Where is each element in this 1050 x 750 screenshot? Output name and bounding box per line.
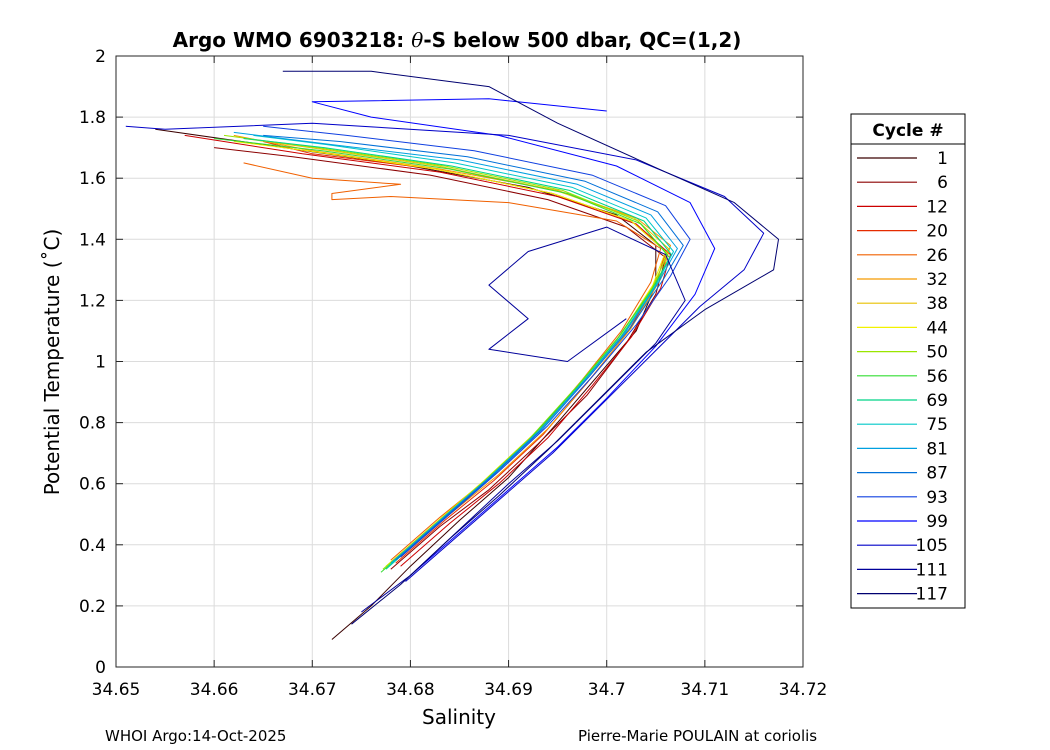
legend-label-cycle-50: 50	[926, 343, 948, 363]
legend-label-cycle-56: 56	[926, 367, 948, 387]
legend-label-cycle-75: 75	[926, 415, 948, 435]
y-tick-label: 0	[95, 658, 106, 678]
y-tick-label: 0.2	[79, 597, 106, 617]
x-tick-label: 34.7	[588, 680, 626, 700]
chart-title-suffix: -S below 500 dbar, QC=(1,2)	[423, 28, 741, 52]
footer-right: Pierre-Marie POULAIN at coriolis	[578, 727, 817, 745]
legend-label-cycle-117: 117	[916, 585, 948, 605]
y-tick-label: 1.4	[79, 230, 106, 250]
series-lines	[125, 70, 779, 640]
legend-label-cycle-38: 38	[926, 294, 948, 314]
y-tick-label: 0.4	[79, 536, 106, 556]
y-tick-label: 1.6	[79, 169, 106, 189]
y-tick-label: 0.6	[79, 475, 106, 495]
y-tick-label: 2	[95, 47, 106, 67]
legend-label-cycle-12: 12	[926, 197, 948, 217]
legend-label-cycle-87: 87	[926, 464, 948, 484]
x-tick-label: 34.71	[681, 680, 730, 700]
x-tick-label: 34.65	[92, 680, 141, 700]
y-tick-label: 1	[95, 353, 106, 373]
series-line-cycle-6	[214, 147, 667, 570]
legend-label-cycle-93: 93	[926, 488, 948, 508]
series-line-cycle-81	[233, 131, 678, 564]
series-line-cycle-12	[184, 134, 671, 567]
legend-label-cycle-6: 6	[937, 173, 948, 193]
legend-label-cycle-99: 99	[926, 512, 948, 532]
legend-label-cycle-81: 81	[926, 439, 948, 459]
x-axis-label: Salinity	[422, 705, 496, 729]
series-line-cycle-1	[155, 128, 657, 640]
legend-title: Cycle #	[872, 121, 943, 141]
legend-items: 1 6 12 20 26 32 38 44 50 56 69 75 81 87 93 99 105 111 117	[857, 149, 948, 605]
legend-label-cycle-1: 1	[937, 149, 948, 169]
legend: Cycle # 1 6 12 20 26 32 38 44 50 56 69 75 81 87 93 99 10…	[850, 113, 966, 609]
x-tick-label: 34.66	[190, 680, 239, 700]
chart-title: Argo WMO 6903218: θ-S below 500 dbar, QC…	[173, 28, 742, 52]
series-line-cycle-105	[125, 122, 765, 582]
y-tick-label: 1.8	[79, 108, 106, 128]
series-line-cycle-50	[223, 134, 669, 570]
series-line-cycle-117	[282, 70, 779, 625]
y-tick-label: 1.2	[79, 291, 106, 311]
legend-label-cycle-20: 20	[926, 222, 948, 242]
chart-title-prefix: Argo WMO 6903218:	[173, 28, 412, 52]
x-tick-label: 34.69	[484, 680, 533, 700]
x-tick-label: 34.72	[779, 680, 828, 700]
x-tick-label: 34.67	[288, 680, 337, 700]
y-tick-label: 0.8	[79, 414, 106, 434]
series-line-cycle-93	[263, 125, 691, 558]
legend-label-cycle-26: 26	[926, 246, 948, 266]
x-axis-ticks: 34.65 34.66 34.67 34.68 34.69 34.7 34.71 34.72	[92, 56, 828, 700]
legend-label-cycle-69: 69	[926, 391, 948, 411]
series-line-cycle-99	[311, 98, 716, 576]
footer-left: WHOI Argo:14-Oct-2025	[105, 727, 286, 745]
series-line-cycle-111	[361, 226, 686, 613]
legend-label-cycle-32: 32	[926, 270, 948, 290]
y-axis-label: Potential Temperature (˚C)	[40, 229, 64, 496]
legend-label-cycle-44: 44	[926, 318, 948, 338]
series-line-cycle-87	[263, 134, 684, 561]
legend-label-cycle-105: 105	[916, 536, 948, 556]
chart-title-theta: θ	[411, 28, 423, 52]
y-axis-ticks: 0 0.2 0.4 0.6 0.8 1 1.2 1.4 1.6 1.8 2	[79, 47, 803, 678]
legend-label-cycle-111: 111	[916, 560, 948, 580]
legend-box	[850, 113, 966, 609]
x-tick-label: 34.68	[386, 680, 435, 700]
